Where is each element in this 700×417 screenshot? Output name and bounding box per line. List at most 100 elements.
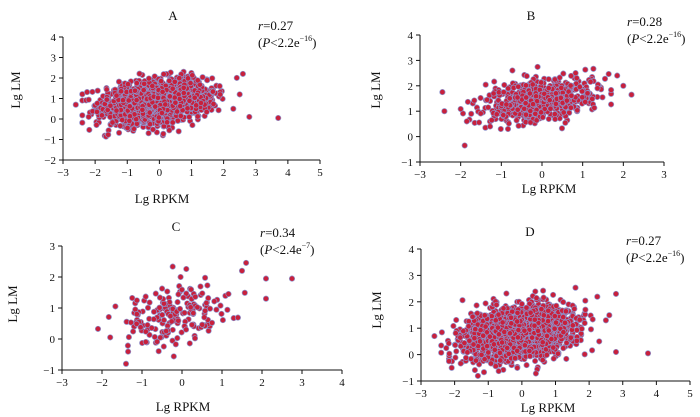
panel-d-point <box>480 332 487 339</box>
panel-b-point <box>605 70 612 78</box>
panel-d-point <box>477 327 484 334</box>
panel-d-point <box>553 302 560 309</box>
panel-a-point <box>104 106 111 114</box>
panel-b-point <box>477 110 484 117</box>
panel-b-point <box>614 72 621 79</box>
panel-a-y-tick-label: −2 <box>44 155 56 167</box>
panel-a-point <box>93 108 101 115</box>
panel-d-point <box>514 309 521 316</box>
panel-d-point <box>551 313 558 320</box>
panel-d-point <box>533 294 540 302</box>
panel-b-point <box>500 112 507 119</box>
panel-d-point <box>471 367 478 374</box>
panel-c-point <box>169 263 176 270</box>
panel-a-point <box>109 119 116 126</box>
panel-d-point <box>572 284 579 291</box>
panel-c-x-tick-label: −2 <box>96 377 108 389</box>
panel-a-point <box>174 108 181 115</box>
panel-a-point <box>194 113 201 120</box>
panel-a-point <box>160 130 167 137</box>
panel-c-point <box>218 310 225 317</box>
panel-b-point <box>552 116 559 123</box>
panel-b-point <box>558 125 566 132</box>
panel-d-point <box>540 312 547 319</box>
panel-c-point <box>122 360 130 367</box>
panel-c-point <box>133 320 140 327</box>
panel-c-point <box>181 309 188 316</box>
panel-d-point <box>450 322 457 330</box>
panel-a-letter: A <box>168 8 178 23</box>
panel-c-point <box>159 285 166 292</box>
panel-a-point <box>149 82 156 90</box>
panel-a-axes <box>59 36 321 164</box>
panel-c-point <box>202 307 209 314</box>
panel-a-point <box>191 94 198 101</box>
panel-a-point <box>113 107 120 114</box>
panel-d-point <box>596 338 603 345</box>
panel-c-point <box>142 293 149 300</box>
panel-c-point <box>146 299 153 306</box>
panel-c-point <box>160 317 168 324</box>
panel-a-point <box>199 74 206 81</box>
panel-a-point <box>215 107 222 114</box>
panel-c-x-tick-labels: −3 −2 −1 0 1 2 3 4 <box>56 377 345 389</box>
panel-d-point <box>543 332 551 340</box>
panel-c-y-tick-label: 0 <box>50 334 56 346</box>
panel-c-point <box>144 322 151 329</box>
panel-a-point <box>146 109 153 116</box>
panel-a-y-tick-label: 0 <box>51 114 57 126</box>
panel-a-point <box>116 129 123 136</box>
panel-d-x-axis-label: Lg RPKM <box>521 400 576 415</box>
panel-b-y-tick-label: 4 <box>408 30 414 42</box>
panel-b-point <box>534 63 541 70</box>
panel-b-x-tick-label: 3 <box>661 169 667 181</box>
panel-d-point <box>452 330 459 337</box>
panel-d-point <box>602 317 609 324</box>
panel-b-point <box>513 117 520 124</box>
panel-d-point <box>495 311 502 318</box>
panel-a-point <box>149 126 157 133</box>
panel-a-point <box>139 106 146 113</box>
panel-c-x-tick-label: 2 <box>259 377 265 389</box>
panel-d-point <box>465 323 472 330</box>
panel-b-point <box>608 86 615 94</box>
panel-c-point <box>180 294 187 301</box>
panel-c-point <box>156 304 163 311</box>
panel-d-point <box>545 307 552 314</box>
panel-a-x-tick-label: 1 <box>189 167 195 179</box>
panel-c-point <box>183 290 190 297</box>
panel-d-point <box>500 305 507 312</box>
panel-c-point <box>208 319 216 326</box>
panel-d-y-tick-label: 1 <box>409 323 415 335</box>
panel-a-x-tick-label: −3 <box>57 167 69 179</box>
panel-d-point <box>476 338 484 345</box>
panel-b-point <box>485 104 492 111</box>
panel-c-x-tick-label: 4 <box>339 377 345 389</box>
panel-b-point <box>487 123 494 130</box>
panel-a-r-stat: r=0.27 <box>258 18 294 33</box>
panel-b-point <box>560 70 567 77</box>
panel-d-point <box>496 349 504 356</box>
panel-b-point <box>547 105 554 112</box>
panel-c-point <box>105 313 112 321</box>
panel-a-point <box>93 121 100 129</box>
panel-d-point <box>492 317 499 324</box>
panel-d-x-tick-label: 0 <box>519 388 525 400</box>
panel-b-point <box>521 105 528 112</box>
panel-c-point <box>142 328 149 335</box>
panel-d-point <box>562 308 569 315</box>
panel-d-point <box>523 304 530 311</box>
panel-d-point <box>486 333 493 340</box>
panel-d-point <box>452 342 459 349</box>
panel-a-y-axis-label: Lg LM <box>8 71 23 109</box>
panel-d-point <box>521 327 528 334</box>
panel-c-point <box>204 282 211 289</box>
panel-b-y-tick-label: 0 <box>408 132 414 144</box>
panel-b-point <box>497 125 504 133</box>
panel-d-point <box>518 300 525 308</box>
panel-d-point <box>453 348 460 355</box>
panel-a-point <box>125 97 132 104</box>
